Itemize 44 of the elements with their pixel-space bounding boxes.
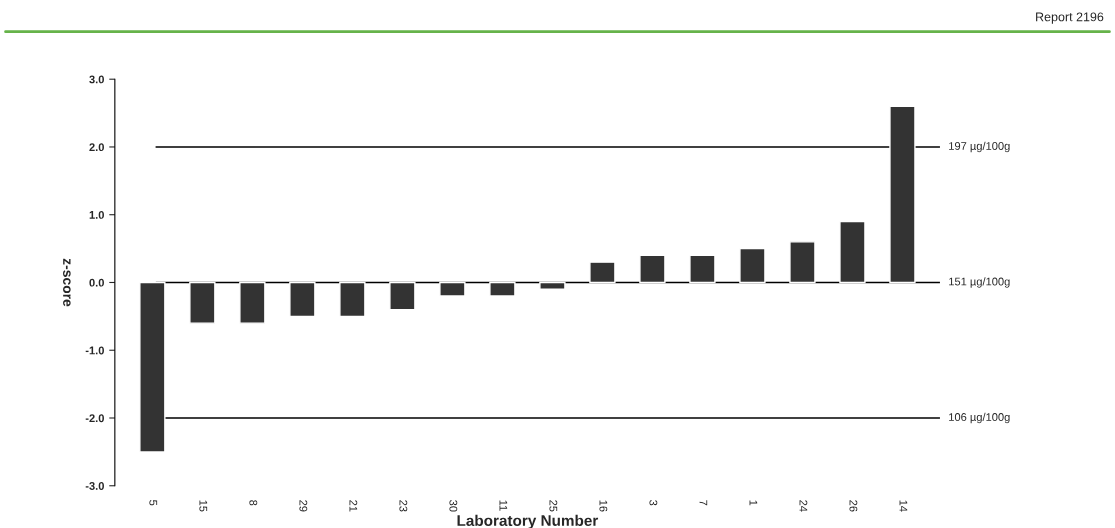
y-tick-label: 2.0: [89, 143, 104, 152]
x-tick-label: 21: [349, 500, 358, 512]
bar: [889, 105, 916, 284]
bar: [339, 281, 366, 318]
bar: [439, 281, 466, 297]
bar: [389, 281, 416, 311]
y-axis-title: z-score: [63, 258, 71, 307]
x-tick-label: 8: [249, 500, 258, 506]
bar: [789, 241, 816, 284]
bar: [189, 281, 216, 324]
text: Report 2196: [1036, 12, 1104, 24]
x-tick-label: 3: [649, 500, 658, 506]
y-tick-label: -2.0: [85, 414, 104, 423]
x-tick-label: 11: [499, 500, 508, 511]
x-tick-label: 26: [849, 500, 858, 512]
x-tick-label: 24: [799, 500, 808, 512]
bar: [289, 281, 316, 318]
x-tick-label: 30: [449, 500, 458, 512]
x-tick-label: 5: [149, 500, 158, 506]
bar: [639, 254, 666, 284]
y-tick-label: 0.0: [89, 278, 104, 287]
bar: [739, 247, 766, 284]
bar: [539, 281, 566, 290]
bar: [839, 220, 866, 284]
y-tick-label: 1.0: [89, 210, 104, 219]
bar: [489, 281, 516, 297]
x-tick-label: 7: [699, 500, 708, 506]
bar: [139, 281, 166, 453]
bar: [689, 254, 716, 284]
x-tick-label: 14: [899, 500, 908, 512]
y-tick-label: 3.0: [89, 75, 104, 84]
ref-line-label: 106 µg/100g: [949, 412, 1010, 424]
x-tick-label: 23: [399, 500, 408, 512]
ref-line-label: 151 µg/100g: [949, 277, 1010, 288]
x-tick-label: 16: [599, 500, 608, 512]
x-tick-label: 15: [199, 500, 208, 512]
y-tick-label: -3.0: [85, 482, 104, 490]
bar: [239, 281, 266, 324]
x-tick-label: 1: [749, 500, 758, 506]
y-tick-label: -1.0: [85, 346, 104, 355]
x-tick-label: 29: [299, 500, 308, 512]
x-tick-label: 25: [549, 500, 558, 512]
ref-line-label: 197 µg/100g: [949, 141, 1010, 153]
bar: [589, 261, 616, 284]
